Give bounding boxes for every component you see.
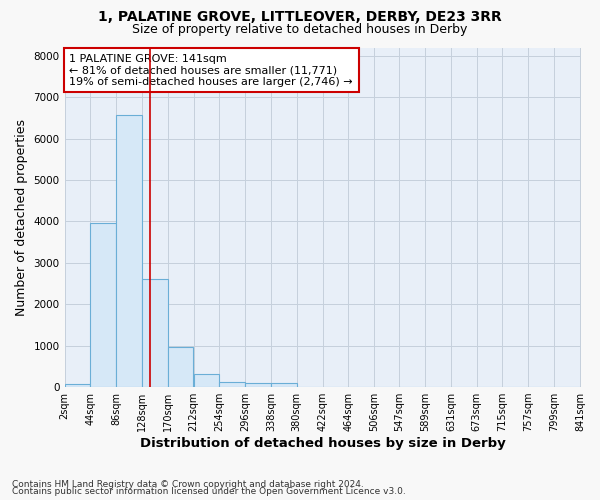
X-axis label: Distribution of detached houses by size in Derby: Distribution of detached houses by size … [140,437,506,450]
Bar [220,382,245,387]
Bar [65,384,90,387]
Text: 1, PALATINE GROVE, LITTLEOVER, DERBY, DE23 3RR: 1, PALATINE GROVE, LITTLEOVER, DERBY, DE… [98,10,502,24]
Bar [91,222,116,387]
Text: Contains public sector information licensed under the Open Government Licence v3: Contains public sector information licen… [12,487,406,496]
Bar [168,348,193,387]
Text: 1 PALATINE GROVE: 141sqm
← 81% of detached houses are smaller (11,771)
19% of se: 1 PALATINE GROVE: 141sqm ← 81% of detach… [70,54,353,87]
Bar [116,116,142,387]
Bar [271,384,296,387]
Text: Contains HM Land Registry data © Crown copyright and database right 2024.: Contains HM Land Registry data © Crown c… [12,480,364,489]
Y-axis label: Number of detached properties: Number of detached properties [15,119,28,316]
Bar [194,374,219,387]
Bar [245,382,271,387]
Text: Size of property relative to detached houses in Derby: Size of property relative to detached ho… [133,22,467,36]
Bar [142,279,167,387]
